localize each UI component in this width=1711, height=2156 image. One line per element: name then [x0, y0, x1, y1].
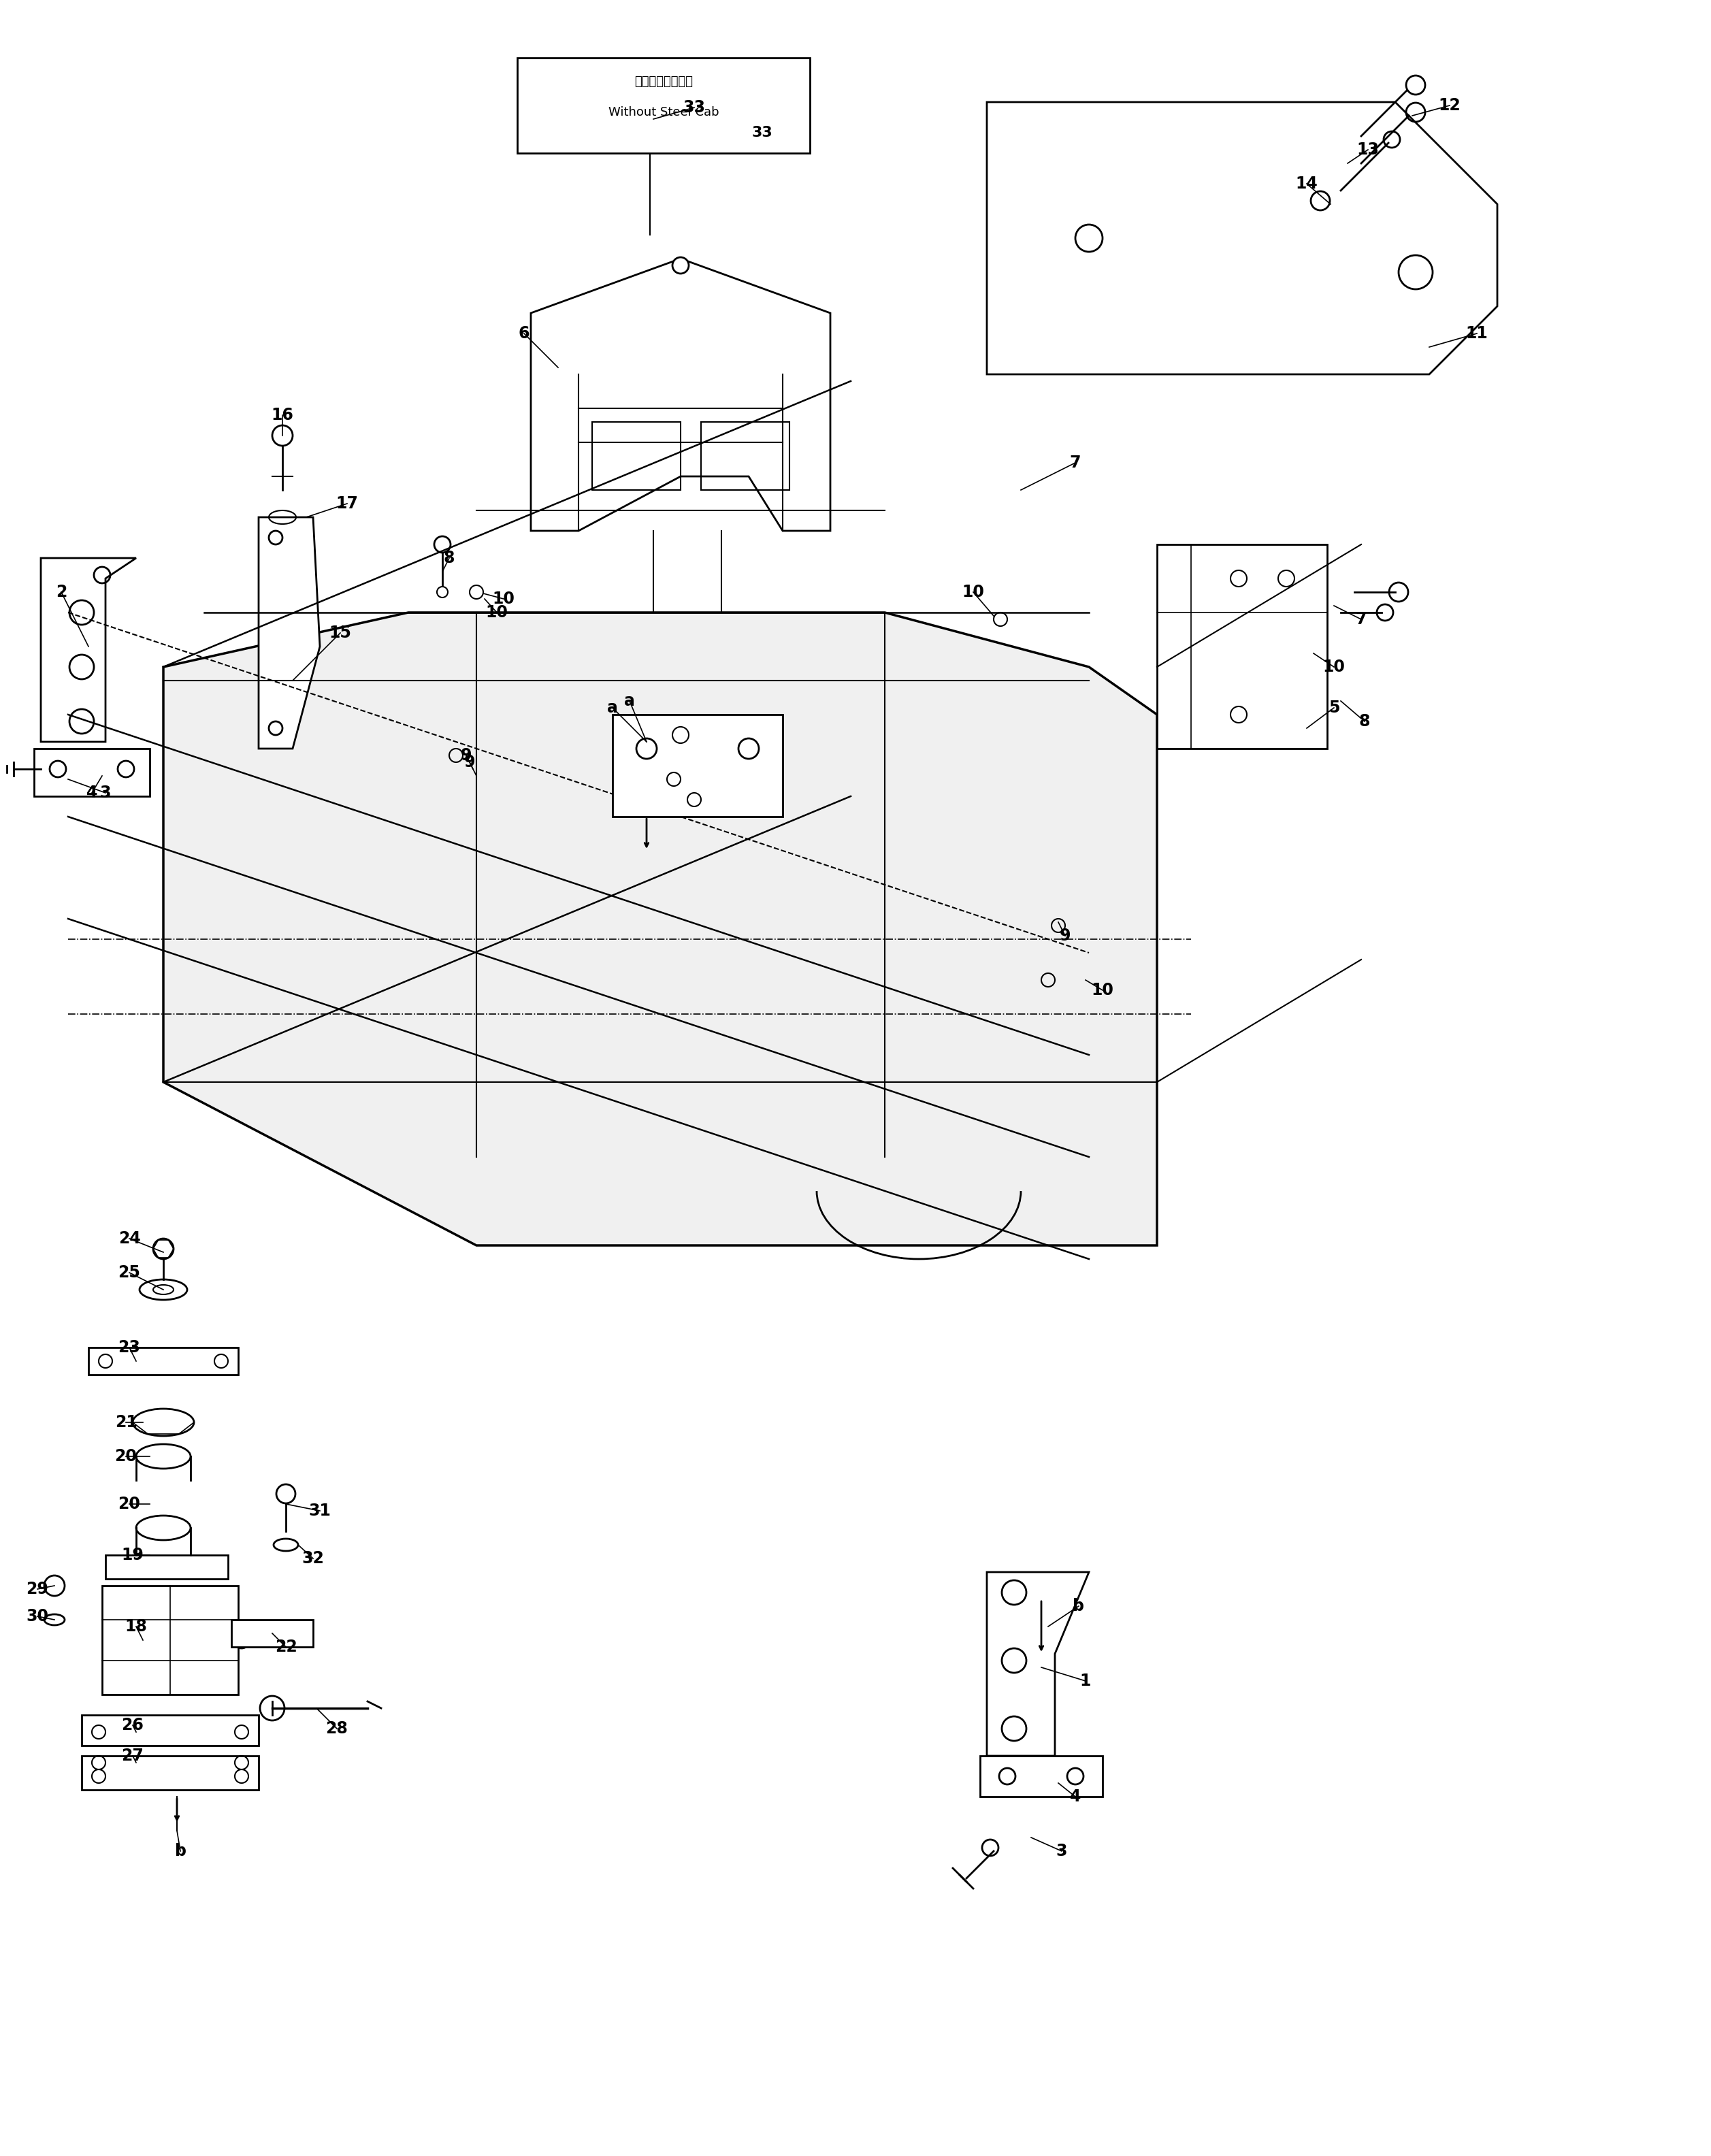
Text: 33: 33: [683, 99, 705, 116]
Text: 8: 8: [443, 550, 455, 567]
Text: Without Steel Cab: Without Steel Cab: [607, 106, 719, 119]
Polygon shape: [980, 1755, 1102, 1796]
Bar: [82, 1755, 258, 1789]
Text: 25: 25: [118, 1263, 140, 1281]
Polygon shape: [41, 558, 137, 742]
Text: 16: 16: [272, 407, 294, 423]
Text: 7: 7: [1069, 455, 1081, 470]
Text: 17: 17: [335, 496, 358, 511]
Text: 10: 10: [1092, 981, 1114, 998]
Text: 9: 9: [460, 748, 472, 763]
Bar: [517, 58, 809, 153]
Text: 4: 4: [1069, 1789, 1081, 1805]
Circle shape: [275, 1483, 296, 1503]
Text: 24: 24: [118, 1231, 140, 1246]
Bar: [106, 1554, 228, 1578]
Text: a: a: [625, 692, 635, 709]
Text: 32: 32: [301, 1550, 325, 1567]
Ellipse shape: [137, 1516, 190, 1539]
Circle shape: [643, 123, 657, 136]
Text: 12: 12: [1439, 97, 1461, 114]
Text: a: a: [607, 699, 618, 716]
Text: 19: 19: [121, 1546, 144, 1563]
Text: 13: 13: [1357, 142, 1379, 157]
Text: キャブ無しの場合: キャブ無しの場合: [635, 75, 693, 88]
Polygon shape: [987, 101, 1497, 375]
Text: 6: 6: [518, 326, 530, 341]
Text: 7: 7: [1355, 610, 1367, 627]
Text: 21: 21: [115, 1414, 137, 1432]
Text: 30: 30: [26, 1608, 48, 1623]
Bar: [592, 423, 681, 489]
Text: 10: 10: [962, 584, 984, 599]
Bar: [82, 1714, 258, 1746]
Polygon shape: [987, 1572, 1088, 1755]
Text: 4: 4: [86, 785, 98, 802]
Text: 3: 3: [99, 785, 111, 802]
Text: 20: 20: [118, 1496, 140, 1511]
Polygon shape: [613, 714, 782, 817]
Polygon shape: [34, 748, 151, 796]
Text: 1: 1: [1080, 1673, 1092, 1688]
Text: 28: 28: [325, 1720, 347, 1738]
Text: 33: 33: [751, 125, 773, 140]
Bar: [89, 1348, 238, 1376]
Text: 29: 29: [26, 1580, 48, 1598]
Text: 27: 27: [121, 1749, 144, 1764]
Circle shape: [152, 1238, 173, 1259]
Text: 15: 15: [329, 625, 351, 640]
Text: 9: 9: [1059, 927, 1071, 944]
Text: 10: 10: [1323, 660, 1345, 675]
Text: 3: 3: [1056, 1843, 1068, 1858]
Text: 11: 11: [1466, 326, 1489, 341]
Polygon shape: [163, 612, 1157, 1246]
Circle shape: [272, 425, 293, 446]
Ellipse shape: [137, 1445, 190, 1468]
Polygon shape: [258, 517, 320, 748]
Text: 9: 9: [464, 755, 476, 770]
Bar: [702, 423, 789, 489]
Text: 20: 20: [115, 1449, 137, 1464]
Text: 26: 26: [121, 1716, 144, 1733]
Text: 5: 5: [1328, 699, 1340, 716]
Bar: [103, 1585, 238, 1695]
Polygon shape: [530, 259, 830, 530]
Text: 2: 2: [56, 584, 67, 599]
Polygon shape: [1157, 545, 1328, 748]
Text: 31: 31: [308, 1503, 330, 1520]
Text: b: b: [175, 1843, 186, 1858]
Circle shape: [672, 257, 690, 274]
Text: 22: 22: [275, 1639, 298, 1656]
Bar: [231, 1619, 313, 1647]
Text: 8: 8: [1359, 714, 1371, 729]
Text: 10: 10: [493, 591, 515, 608]
Circle shape: [1406, 75, 1425, 95]
Text: 18: 18: [125, 1619, 147, 1634]
Text: 14: 14: [1295, 175, 1317, 192]
Ellipse shape: [133, 1408, 193, 1436]
Text: 10: 10: [486, 604, 508, 621]
Text: b: b: [1073, 1598, 1085, 1615]
Text: 23: 23: [118, 1339, 140, 1356]
